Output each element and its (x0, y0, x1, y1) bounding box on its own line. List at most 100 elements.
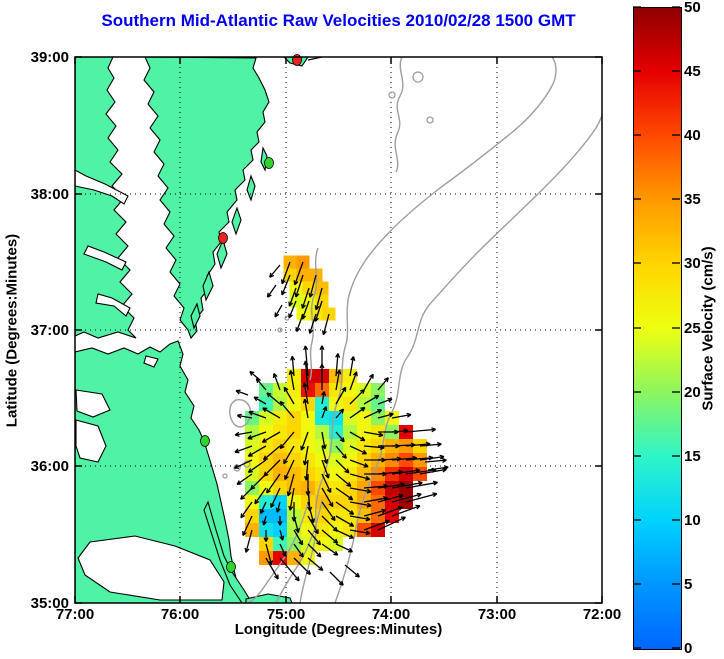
velocity-arrow (419, 454, 445, 461)
radar-site-dot (218, 232, 228, 244)
velocity-arrow (344, 564, 360, 578)
y-tick-label: 38:00 (30, 186, 69, 203)
velocity-arrow (363, 431, 384, 438)
x-tick-label: 77:00 (55, 606, 95, 623)
velocity-arrow (419, 441, 442, 447)
velocity-arrow (319, 363, 325, 390)
bathymetry-contour (299, 57, 557, 603)
colorbar-tick-label: 15 (684, 448, 701, 465)
velocity-arrow (335, 529, 354, 539)
velocity-arrow (349, 356, 356, 377)
velocity-arrow (293, 261, 304, 286)
velocity-arrow (259, 501, 267, 515)
colorbar-tick-label: 10 (684, 512, 701, 529)
velocity-arrow (377, 397, 393, 405)
velocity-arrow (279, 543, 287, 558)
velocity-arrow (377, 377, 389, 391)
velocity-arrow (281, 274, 291, 296)
velocity-arrow (363, 519, 390, 531)
bathymetry-contour-islet (388, 91, 396, 99)
colorbar-tick-label: 50 (684, 0, 701, 16)
landmass (231, 206, 242, 236)
velocity-arrow (261, 431, 281, 443)
x-tick-label: 74:00 (371, 606, 411, 623)
colorbar-tick-label: 40 (684, 127, 701, 144)
velocity-arrow (286, 473, 295, 497)
velocity-arrow (293, 529, 304, 546)
velocity-arrow (349, 459, 369, 468)
y-tick-label: 39:00 (30, 49, 69, 66)
velocity-arrow (270, 487, 281, 508)
velocity-arrow (377, 506, 403, 517)
velocity-arrow (234, 431, 253, 437)
velocity-arrow (349, 445, 367, 455)
velocity-arrow (335, 459, 350, 474)
colorbar-tick-label: 20 (684, 384, 701, 401)
velocity-arrow (391, 412, 412, 419)
radar-site-dot (292, 54, 302, 66)
velocity-arrow (269, 264, 281, 278)
velocity-arrow (363, 409, 382, 419)
velocity-arrow (288, 487, 295, 511)
estuary-water (75, 389, 111, 418)
velocity-arrow (349, 529, 371, 536)
velocity-arrow (363, 373, 374, 391)
velocity-arrow (293, 515, 300, 533)
landmass (216, 238, 228, 270)
velocity-arrow (234, 459, 253, 469)
velocity-arrow (321, 501, 336, 522)
velocity-arrow (405, 480, 438, 489)
bathymetry-contour (275, 499, 323, 603)
estuary-water-layer (75, 57, 323, 601)
velocity-arrow (262, 515, 267, 526)
x-axis-label: Longitude (Degrees:Minutes) (234, 621, 443, 638)
velocity-arrow (283, 386, 295, 405)
velocity-arrow (288, 300, 297, 319)
velocity-arrow (307, 501, 316, 524)
velocity-arrow (234, 445, 253, 454)
landmass (202, 270, 214, 302)
estuary-water (77, 535, 225, 601)
velocity-arrow (301, 287, 310, 309)
velocity-arrow (300, 431, 309, 451)
x-tick-label: 73:00 (477, 606, 517, 623)
velocity-arrow (335, 445, 347, 459)
landmass (203, 500, 253, 603)
velocity-arrow (265, 543, 274, 566)
velocity-arrow (329, 571, 344, 586)
velocity-arrow (405, 427, 436, 433)
velocity-arrow (349, 473, 371, 481)
chart-title: Southern Mid-Atlantic Raw Velocities 201… (101, 11, 576, 30)
velocity-arrow (266, 392, 281, 405)
velocity-arrow (293, 557, 311, 575)
velocity-arrow (321, 529, 339, 544)
velocity-arrow (248, 410, 267, 419)
velocity-arrow (377, 412, 394, 419)
velocity-arrow (335, 431, 345, 443)
radar-site-dot (226, 561, 236, 573)
velocity-arrow (335, 515, 355, 527)
velocity-arrow (335, 408, 345, 419)
velocity-arrow (377, 493, 404, 503)
velocity-arrow (294, 274, 304, 298)
velocity-arrow (321, 391, 327, 405)
velocity-arrow (321, 406, 328, 419)
velocity-arrow (242, 515, 253, 536)
velocity-arrow (280, 261, 291, 285)
velocity-arrow (266, 473, 281, 494)
bathymetry-contour-islet (284, 315, 290, 321)
velocity-arrow (303, 360, 309, 391)
velocity-arrow (321, 487, 334, 508)
estuary-water (75, 169, 129, 205)
velocity-arrow (391, 492, 422, 503)
velocity-arrow (307, 557, 324, 572)
landmass (190, 302, 201, 330)
velocity-arrow (244, 529, 253, 553)
velocity-arrow (335, 386, 347, 405)
velocity-arrow (321, 431, 327, 450)
velocity-arrow (295, 313, 304, 333)
velocity-arrow (405, 492, 438, 503)
velocity-arrow (349, 515, 371, 522)
velocity-arrow (303, 345, 309, 377)
